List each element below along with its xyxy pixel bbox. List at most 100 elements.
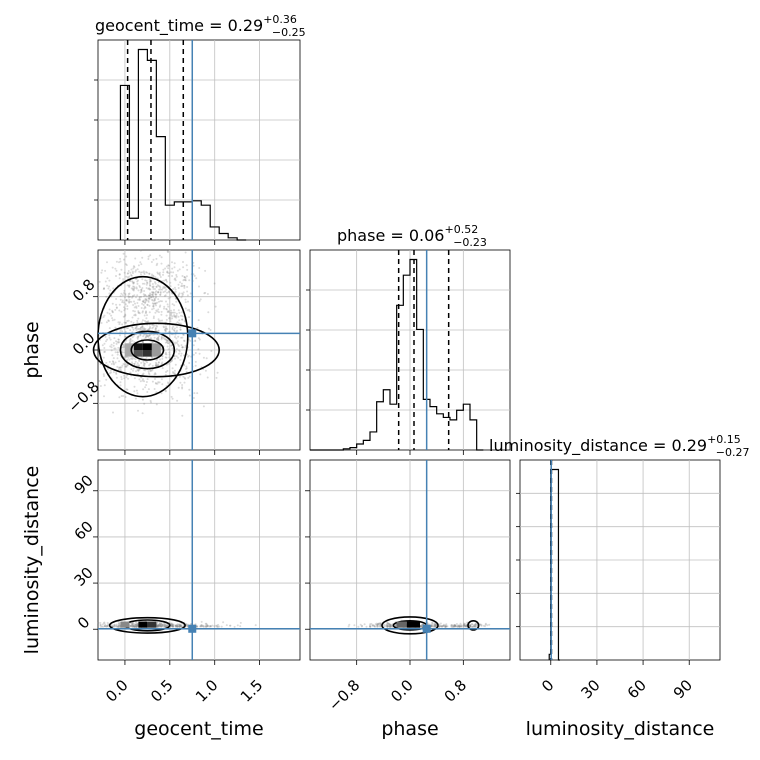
sample-point <box>141 287 144 289</box>
sample-point <box>159 623 162 625</box>
sample-point <box>133 625 135 627</box>
sample-point <box>142 372 145 375</box>
sample-point <box>141 326 144 329</box>
sample-point <box>177 293 180 296</box>
sample-point <box>144 369 147 372</box>
sample-point <box>150 261 153 263</box>
sample-point <box>136 302 139 304</box>
sample-point <box>120 376 123 378</box>
sample-point <box>173 314 176 317</box>
sample-point <box>389 625 392 628</box>
sample-point <box>176 623 179 626</box>
density-cell <box>406 621 420 628</box>
sample-point <box>115 376 118 379</box>
sample-point <box>202 625 205 628</box>
sample-point <box>126 272 129 275</box>
sample-point <box>145 333 148 336</box>
sample-point <box>141 311 144 314</box>
sample-point <box>435 624 438 627</box>
sample-point <box>435 623 438 626</box>
sample-point <box>200 620 203 623</box>
sample-point <box>373 625 376 628</box>
sample-point <box>163 307 165 310</box>
sample-point <box>115 625 118 628</box>
sample-point <box>145 287 148 289</box>
sample-point <box>169 320 172 323</box>
sample-point <box>163 624 166 626</box>
sample-point <box>125 255 128 258</box>
sample-point <box>175 274 178 276</box>
sample-point <box>119 298 122 301</box>
density-cell <box>138 621 148 628</box>
sample-point <box>129 341 132 344</box>
sample-point <box>455 623 458 625</box>
sample-point <box>157 336 160 339</box>
sample-point <box>420 625 423 628</box>
sample-point <box>160 262 163 265</box>
sample-point <box>157 291 159 294</box>
sample-point <box>133 314 136 317</box>
sample-point <box>131 296 133 299</box>
sample-point <box>124 321 127 324</box>
sample-point <box>120 268 123 271</box>
sample-point <box>430 625 433 628</box>
sample-point <box>458 625 461 628</box>
sample-point <box>164 338 167 341</box>
sample-point <box>136 624 139 627</box>
sample-point <box>122 292 125 294</box>
sample-point <box>123 344 125 346</box>
sample-point <box>102 625 105 628</box>
sample-point <box>136 321 139 324</box>
sample-point <box>135 625 138 628</box>
sample-point <box>134 277 137 280</box>
y-tick-label: 0.8 <box>69 276 99 306</box>
sample-point <box>155 382 158 385</box>
sample-point <box>147 300 150 303</box>
sample-point <box>145 283 148 286</box>
sample-point <box>146 335 148 337</box>
sample-point <box>181 292 183 295</box>
sample-point <box>101 344 104 347</box>
sample-point <box>145 360 147 363</box>
sample-point <box>166 624 169 627</box>
sample-point <box>152 295 155 298</box>
sample-point <box>118 309 121 312</box>
sample-point <box>173 355 176 357</box>
sample-point <box>119 368 122 371</box>
sample-point <box>149 280 152 283</box>
sample-point <box>379 622 382 625</box>
sample-point <box>474 624 477 627</box>
sample-point <box>179 358 182 361</box>
sample-point <box>164 290 167 293</box>
sample-point <box>171 624 174 627</box>
sample-point <box>469 625 472 628</box>
sample-point <box>105 625 108 627</box>
x-tick-label: −0.8 <box>325 676 363 714</box>
contour-level <box>467 619 480 631</box>
sample-point <box>151 293 154 296</box>
sample-point <box>389 625 391 628</box>
sample-point <box>178 345 180 347</box>
sample-point <box>161 625 164 628</box>
sample-point <box>469 624 472 627</box>
sample-point <box>154 364 157 367</box>
sample-point <box>113 625 116 628</box>
sample-point <box>192 353 195 356</box>
sample-point <box>121 323 124 326</box>
sample-point <box>110 349 113 352</box>
sample-point <box>460 625 463 628</box>
sample-point <box>165 265 168 268</box>
sample-point <box>150 337 153 340</box>
density-cell <box>142 343 152 350</box>
sample-point <box>174 341 177 344</box>
sample-point <box>165 371 167 373</box>
sample-point <box>134 358 137 361</box>
sample-point <box>167 305 170 308</box>
sample-point <box>386 625 388 628</box>
sample-point <box>180 625 183 628</box>
sample-point <box>158 254 161 257</box>
sample-point <box>134 313 137 316</box>
sample-point <box>103 395 105 398</box>
sample-point <box>135 277 138 280</box>
sample-point <box>145 320 148 323</box>
